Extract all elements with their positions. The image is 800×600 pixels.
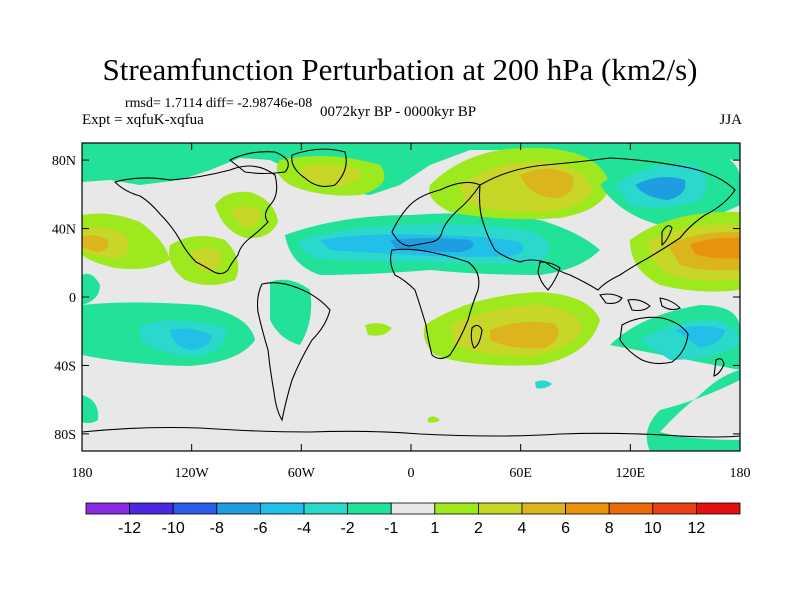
colorbar-label: -6 <box>253 520 267 537</box>
lon-tick-label: 180 <box>72 466 93 481</box>
lat-tick-label: 40N <box>52 223 76 238</box>
colorbar-swatch <box>303 502 348 515</box>
colorbar-label: 10 <box>644 520 662 537</box>
colorbar-label: 12 <box>688 520 706 537</box>
colorbar-swatch <box>608 502 654 515</box>
colorbar-swatch <box>347 502 392 515</box>
colorbar-label: -10 <box>162 520 185 537</box>
colorbar-label: 2 <box>474 520 483 537</box>
lon-tick-label: 180 <box>730 466 751 481</box>
colorbar-swatch <box>390 502 436 515</box>
coastlines <box>82 148 740 438</box>
colorbar-label: -12 <box>118 520 141 537</box>
colorbar-swatch <box>521 502 566 515</box>
lon-tick-label: 60E <box>509 466 532 481</box>
colorbar-label: 8 <box>605 520 614 537</box>
lon-tick-label: 120E <box>616 466 646 481</box>
colorbar-label: 1 <box>430 520 439 537</box>
lat-tick-label: 80S <box>54 428 76 443</box>
colorbar: -12 -10 -8 -6 -4 -2 -1 1 2 4 6 8 10 12 <box>85 502 741 537</box>
rmsd-stats: rmsd= 1.7114 diff= -2.98746e-08 <box>125 96 313 111</box>
colorbar-label: -2 <box>340 520 354 537</box>
map-axes: 80N 40N 0 40S 80S 180 120W 60W 0 60E 120E 180 <box>52 143 751 481</box>
lat-tick-label: 80N <box>52 154 76 169</box>
colorbar-label: -1 <box>384 520 398 537</box>
colorbar-label: -8 <box>210 520 224 537</box>
map-title: Streamfunction Perturbation at 200 hPa (… <box>102 52 698 87</box>
colorbar-swatch <box>172 502 218 515</box>
lon-tick-label: 60W <box>288 466 316 481</box>
colorbar-swatch <box>565 502 610 515</box>
lon-tick-label: 120W <box>175 466 210 481</box>
colorbar-label: 6 <box>561 520 570 537</box>
colorbar-swatch <box>259 502 305 515</box>
colorbar-label: -4 <box>297 520 311 537</box>
colorbar-swatch <box>216 502 261 515</box>
lat-tick-label: 0 <box>69 291 76 306</box>
colorbar-swatch <box>696 502 741 515</box>
colorbar-swatch <box>434 502 479 515</box>
period-label: 0072kyr BP - 0000kyr BP <box>320 104 477 120</box>
colorbar-label: 4 <box>518 520 527 537</box>
lon-tick-label: 0 <box>408 466 415 481</box>
colorbar-swatch <box>129 502 174 515</box>
colorbar-swatch <box>477 502 523 515</box>
experiment-label: Expt = xqfuK-xqfua <box>82 112 204 128</box>
lat-tick-label: 40S <box>54 359 76 374</box>
colorbar-swatch <box>652 502 697 515</box>
colorbar-swatch <box>85 502 130 515</box>
streamfunction-field <box>82 143 740 451</box>
season-label: JJA <box>719 112 742 128</box>
